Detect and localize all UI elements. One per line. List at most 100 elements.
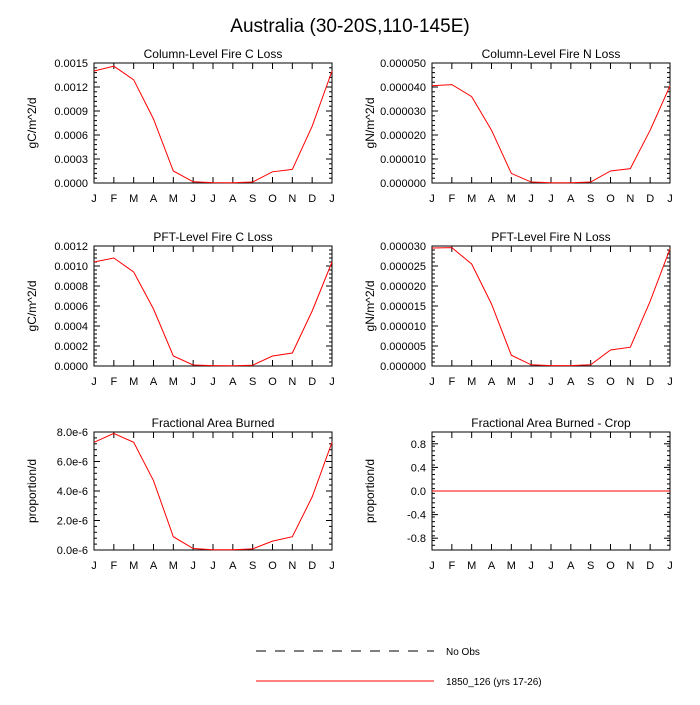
- y-tick-label: 0.000015: [380, 301, 426, 313]
- x-tick-label: S: [249, 193, 256, 205]
- y-tick-label: 0.000005: [380, 341, 426, 353]
- x-tick-label: J: [528, 193, 534, 205]
- x-tick-label: M: [467, 376, 476, 388]
- x-tick-label: S: [587, 376, 594, 388]
- chart-panel-1: Column-Level Fire C Loss gC/m^2/d 0.0000 0.…: [25, 47, 335, 205]
- x-tick-label: J: [429, 193, 435, 205]
- chart-panel-4: PFT-Level Fire N Loss gN/m^2/d 0.000000 0.0…: [363, 230, 673, 388]
- x-tick-label: A: [567, 193, 575, 205]
- x-tick-label: F: [448, 560, 455, 572]
- x-tick-label: A: [488, 376, 496, 388]
- y-tick-label: 0.000025: [380, 261, 426, 273]
- y-axis-label: proportion/d: [363, 459, 377, 523]
- chart-panel-6: Fractional Area Burned - Crop proportion/…: [363, 416, 673, 572]
- x-tick-label: O: [606, 560, 615, 572]
- x-tick-label: S: [249, 376, 256, 388]
- x-tick-label: M: [507, 193, 516, 205]
- y-tick-label: 0.0012: [54, 241, 88, 253]
- x-tick-label: J: [667, 560, 673, 572]
- x-tick-label: A: [229, 193, 237, 205]
- panel-title: Column-Level Fire C Loss: [144, 47, 283, 61]
- y-tick-label: 0.0000: [54, 361, 88, 373]
- panel-title: Column-Level Fire N Loss: [482, 47, 621, 61]
- x-tick-label: A: [567, 560, 575, 572]
- y-tick-label: 0.0000: [54, 178, 88, 190]
- x-tick-label: D: [308, 560, 316, 572]
- y-tick-label: 0.0004: [54, 321, 88, 333]
- y-tick-label: 0.000000: [380, 178, 426, 190]
- y-tick-label: 0.0003: [54, 154, 88, 166]
- x-tick-label: A: [229, 376, 237, 388]
- series-line: [93, 257, 333, 367]
- x-tick-label: J: [528, 376, 534, 388]
- series-line: [431, 84, 671, 184]
- y-tick-label: 0.0: [411, 486, 426, 498]
- x-tick-label: D: [646, 560, 654, 572]
- y-tick-label: 4.0e-6: [57, 486, 88, 498]
- y-tick-label: 0.000020: [380, 281, 426, 293]
- plot-frame: [93, 431, 333, 551]
- x-tick-label: F: [448, 376, 455, 388]
- panel-title: Fractional Area Burned - Crop: [471, 416, 631, 430]
- x-tick-label: A: [150, 376, 158, 388]
- x-tick-label: F: [110, 560, 117, 572]
- plot-frame: [93, 245, 333, 367]
- y-tick-label: 0.000000: [380, 361, 426, 373]
- y-tick-label: 0.8: [411, 439, 426, 451]
- x-tick-label: J: [429, 560, 435, 572]
- x-tick-label: N: [288, 376, 296, 388]
- x-tick-label: M: [169, 560, 178, 572]
- series-line: [93, 432, 333, 551]
- y-tick-label: 2.0e-6: [57, 516, 88, 528]
- y-tick-label: -0.4: [407, 510, 426, 522]
- y-tick-label: 0.000030: [380, 106, 426, 118]
- x-tick-label: S: [249, 560, 256, 572]
- x-tick-label: J: [190, 376, 196, 388]
- x-tick-label: D: [646, 376, 654, 388]
- x-tick-label: A: [229, 560, 237, 572]
- x-tick-label: F: [448, 193, 455, 205]
- x-tick-label: F: [110, 193, 117, 205]
- x-tick-label: J: [548, 193, 554, 205]
- x-tick-label: M: [169, 193, 178, 205]
- y-tick-label: 0.000030: [380, 241, 426, 253]
- y-tick-label: 0.000050: [380, 58, 426, 70]
- y-tick-label: 0.4: [411, 462, 426, 474]
- x-tick-label: J: [667, 193, 673, 205]
- plot-frame: [93, 62, 333, 184]
- chart-panel-2: Column-Level Fire N Loss gN/m^2/d 0.000000…: [363, 47, 673, 205]
- series-line: [93, 65, 333, 184]
- x-tick-label: M: [467, 560, 476, 572]
- x-tick-label: J: [210, 193, 216, 205]
- y-axis-label: gN/m^2/d: [363, 98, 377, 149]
- y-tick-label: 0.0006: [54, 301, 88, 313]
- x-tick-label: D: [308, 376, 316, 388]
- panel-title: PFT-Level Fire C Loss: [153, 230, 272, 244]
- legend-label: No Obs: [446, 647, 480, 658]
- x-tick-label: O: [606, 193, 615, 205]
- panels: Column-Level Fire C Loss gC/m^2/d 0.0000 0.…: [25, 47, 673, 572]
- x-tick-label: O: [268, 193, 277, 205]
- x-tick-label: N: [626, 193, 634, 205]
- legend-label: 1850_126 (yrs 17-26): [446, 677, 542, 688]
- x-tick-label: M: [507, 560, 516, 572]
- y-axis-label: gC/m^2/d: [25, 281, 39, 332]
- y-tick-label: 0.000010: [380, 321, 426, 333]
- x-tick-label: J: [190, 560, 196, 572]
- plot-frame: [431, 245, 671, 367]
- x-tick-label: N: [626, 560, 634, 572]
- chart-panel-3: PFT-Level Fire C Loss gC/m^2/d 0.0000 0.000…: [25, 230, 335, 388]
- y-tick-label: 0.000040: [380, 82, 426, 94]
- x-tick-label: O: [268, 376, 277, 388]
- chart-panel-5: Fractional Area Burned proportion/d 0.0e-6…: [25, 416, 335, 572]
- x-tick-label: M: [169, 376, 178, 388]
- figure-title: Australia (30-20S,110-145E): [230, 16, 469, 37]
- x-tick-label: O: [606, 376, 615, 388]
- x-tick-label: M: [129, 560, 138, 572]
- y-tick-label: 0.0009: [54, 106, 88, 118]
- x-tick-label: J: [667, 376, 673, 388]
- panel-title: PFT-Level Fire N Loss: [491, 230, 610, 244]
- x-tick-label: J: [210, 560, 216, 572]
